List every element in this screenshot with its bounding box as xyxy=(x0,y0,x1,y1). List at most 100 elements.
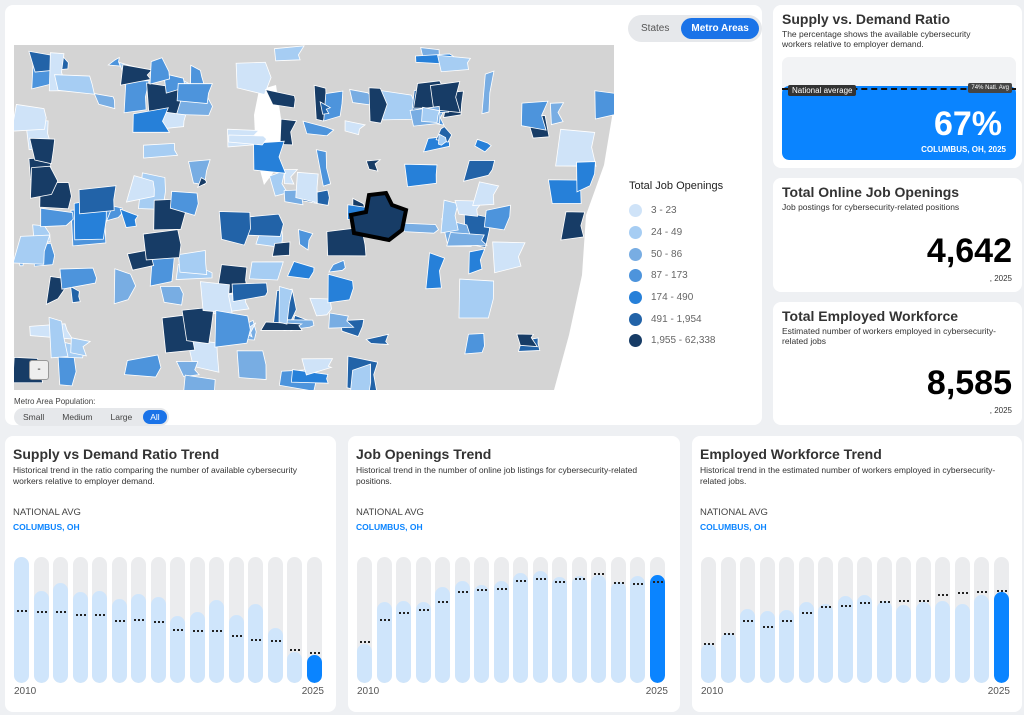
trend-bar-track[interactable] xyxy=(740,557,755,683)
trend-bar-track[interactable] xyxy=(287,557,302,683)
metro-area[interactable] xyxy=(253,140,287,174)
metro-area[interactable] xyxy=(481,70,495,115)
metro-area[interactable] xyxy=(57,355,77,387)
metro-area[interactable] xyxy=(78,185,117,215)
metro-area[interactable] xyxy=(290,369,329,384)
metro-area[interactable] xyxy=(302,120,335,137)
trend-bar-track[interactable] xyxy=(876,557,892,683)
metro-area[interactable] xyxy=(327,273,354,304)
trend-bar-track[interactable] xyxy=(228,557,244,683)
metro-area[interactable] xyxy=(463,160,496,182)
metro-area[interactable] xyxy=(190,64,205,86)
toggle-states[interactable]: States xyxy=(641,23,670,34)
metro-area[interactable] xyxy=(120,64,153,86)
population-medium[interactable]: Medium xyxy=(62,412,93,422)
metro-area[interactable] xyxy=(93,93,116,110)
metro-area[interactable] xyxy=(59,267,97,290)
metro-area[interactable] xyxy=(278,285,293,325)
trend-bar-track[interactable] xyxy=(974,557,989,683)
metro-area[interactable] xyxy=(197,177,208,189)
trend-bar-track[interactable] xyxy=(837,557,853,683)
trend-bar-track[interactable] xyxy=(954,557,970,683)
population-all[interactable]: All xyxy=(143,410,167,424)
trend-bar-track[interactable] xyxy=(571,557,587,683)
metro-area[interactable] xyxy=(425,252,446,290)
metro-area[interactable] xyxy=(421,106,441,123)
trend-bar-track[interactable] xyxy=(33,557,49,683)
metro-area[interactable] xyxy=(132,107,171,133)
metro-area[interactable] xyxy=(142,229,182,261)
population-large[interactable]: Large xyxy=(110,412,133,422)
metro-area[interactable] xyxy=(555,128,597,167)
metro-area[interactable] xyxy=(70,285,81,304)
metro-area[interactable] xyxy=(264,89,296,109)
metro-area[interactable] xyxy=(271,241,291,257)
trend-bar-track[interactable] xyxy=(150,557,166,683)
metro-area[interactable] xyxy=(228,134,268,146)
metro-area[interactable] xyxy=(368,87,388,124)
trend-bar-track[interactable] xyxy=(915,557,931,683)
metro-area[interactable] xyxy=(301,358,334,376)
trend-bar-track[interactable] xyxy=(111,557,127,683)
metro-area[interactable] xyxy=(260,321,303,331)
metro-area[interactable] xyxy=(181,306,215,345)
metro-area[interactable] xyxy=(248,261,284,281)
trend-bar-track[interactable] xyxy=(630,557,645,683)
trend-bar-track[interactable] xyxy=(474,557,489,683)
metro-area[interactable] xyxy=(48,316,69,359)
metro-area[interactable] xyxy=(236,350,267,380)
metro-area[interactable] xyxy=(344,120,367,136)
metro-area[interactable] xyxy=(159,285,184,306)
metro-area[interactable] xyxy=(279,118,298,146)
trend-bar-track[interactable] xyxy=(493,557,509,683)
metro-area[interactable] xyxy=(182,374,216,390)
trend-bar-track[interactable] xyxy=(376,557,392,683)
metro-area[interactable] xyxy=(472,181,500,207)
metro-area[interactable] xyxy=(547,179,582,204)
trend-bar-track[interactable] xyxy=(92,557,107,683)
metro-area[interactable] xyxy=(328,259,346,273)
trend-bar-track[interactable] xyxy=(610,557,626,683)
trend-bar-track[interactable] xyxy=(267,557,283,683)
trend-bar-track[interactable] xyxy=(857,557,872,683)
trend-bar-track[interactable] xyxy=(396,557,411,683)
metro-area[interactable] xyxy=(429,81,461,114)
metro-area[interactable] xyxy=(458,278,495,319)
metro-area[interactable] xyxy=(319,101,332,115)
metro-area[interactable] xyxy=(576,161,596,193)
metro-area[interactable] xyxy=(350,363,372,390)
metro-area[interactable] xyxy=(404,163,438,188)
trend-bar-track[interactable] xyxy=(209,557,224,683)
trend-bar-track[interactable] xyxy=(701,557,716,683)
metro-area[interactable] xyxy=(178,249,208,275)
metro-area[interactable] xyxy=(549,102,565,126)
metro-area[interactable] xyxy=(483,204,511,231)
metro-map[interactable] xyxy=(14,45,614,390)
trend-bar-track[interactable] xyxy=(248,557,263,683)
metro-area[interactable] xyxy=(474,138,492,153)
trend-bar-track[interactable] xyxy=(357,557,372,683)
metro-area[interactable] xyxy=(218,211,251,246)
trend-bar-track[interactable] xyxy=(552,557,567,683)
metro-area[interactable] xyxy=(286,261,315,280)
metro-area[interactable] xyxy=(175,360,200,378)
trend-bar-track[interactable] xyxy=(513,557,528,683)
metro-area[interactable] xyxy=(295,171,319,204)
metro-area[interactable] xyxy=(54,74,95,95)
metro-area[interactable] xyxy=(125,175,155,203)
metro-area[interactable] xyxy=(464,332,485,355)
metro-area[interactable] xyxy=(14,234,51,265)
metro-area[interactable] xyxy=(365,333,390,345)
metro-area[interactable] xyxy=(315,149,332,187)
population-small[interactable]: Small xyxy=(23,412,45,422)
trend-bar-track[interactable] xyxy=(454,557,470,683)
metro-area[interactable] xyxy=(437,54,472,73)
metro-area[interactable] xyxy=(438,133,447,146)
trend-bar-track[interactable] xyxy=(649,557,665,683)
trend-bar-track[interactable] xyxy=(435,557,450,683)
trend-bar-track[interactable] xyxy=(14,557,29,683)
metro-area[interactable] xyxy=(440,199,459,234)
metro-area[interactable] xyxy=(492,241,526,274)
trend-bar-track[interactable] xyxy=(131,557,146,683)
trend-bar-track[interactable] xyxy=(170,557,185,683)
